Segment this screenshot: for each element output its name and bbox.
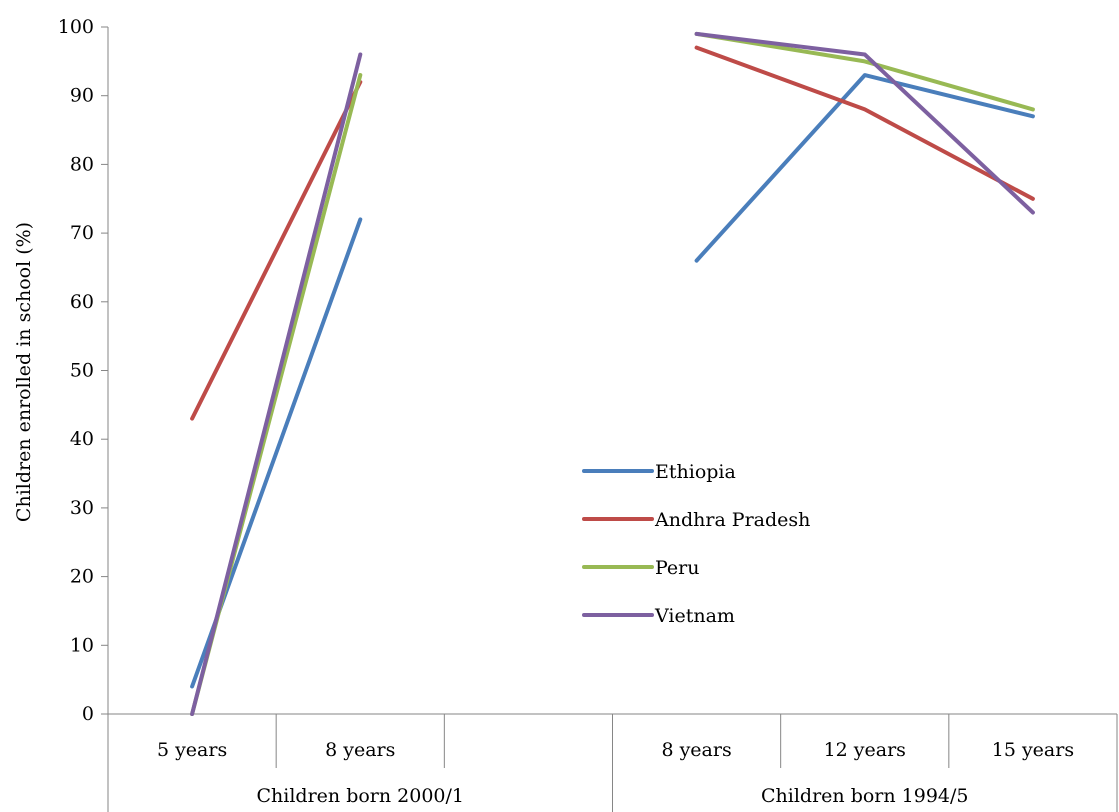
y-tick-label: 60 bbox=[70, 291, 94, 313]
series-line-peru bbox=[694, 31, 1035, 112]
y-tick-label: 50 bbox=[70, 360, 94, 382]
x-category-labels: 5 years 8 years 8 years 12 years 15 years bbox=[157, 739, 1074, 761]
series-line-andhra-pradesh bbox=[190, 80, 363, 421]
y-tick-label: 10 bbox=[70, 634, 94, 656]
legend: Ethiopia Andhra Pradesh Peru Vietnam bbox=[582, 461, 810, 627]
y-tick-label: 30 bbox=[70, 497, 94, 519]
y-tick-label: 40 bbox=[70, 428, 94, 450]
x-group-label: Children born 1994/5 bbox=[761, 785, 969, 807]
x-group-label: Children born 2000/1 bbox=[257, 785, 465, 807]
y-tick-label: 100 bbox=[58, 16, 94, 38]
series-line-vietnam bbox=[694, 31, 1035, 215]
x-category-label: 8 years bbox=[661, 739, 731, 761]
y-tick-label: 70 bbox=[70, 222, 94, 244]
x-category-label: 8 years bbox=[325, 739, 395, 761]
x-category-label: 15 years bbox=[992, 739, 1074, 761]
y-tick-label: 20 bbox=[70, 566, 94, 588]
x-group-labels: Children born 2000/1 Children born 1994/5 bbox=[257, 785, 969, 807]
series-line-ethiopia bbox=[694, 73, 1035, 263]
legend-label-vietnam: Vietnam bbox=[654, 605, 735, 627]
legend-label-andhra-pradesh: Andhra Pradesh bbox=[654, 509, 810, 531]
x-category-label: 5 years bbox=[157, 739, 227, 761]
y-tick-label: 80 bbox=[70, 153, 94, 175]
legend-label-ethiopia: Ethiopia bbox=[655, 461, 736, 483]
y-tick-labels: 0 10 20 30 40 50 60 70 80 90 100 bbox=[58, 16, 94, 725]
axes bbox=[101, 26, 1118, 812]
series-line-vietnam bbox=[190, 52, 363, 716]
y-tick-label: 0 bbox=[82, 703, 94, 725]
series-lines bbox=[190, 31, 1035, 716]
x-category-label: 12 years bbox=[824, 739, 906, 761]
legend-label-peru: Peru bbox=[655, 557, 700, 579]
series-line-andhra-pradesh bbox=[694, 45, 1035, 201]
y-axis-title: Children enrolled in school (%) bbox=[13, 222, 35, 522]
y-tick-label: 90 bbox=[70, 85, 94, 107]
